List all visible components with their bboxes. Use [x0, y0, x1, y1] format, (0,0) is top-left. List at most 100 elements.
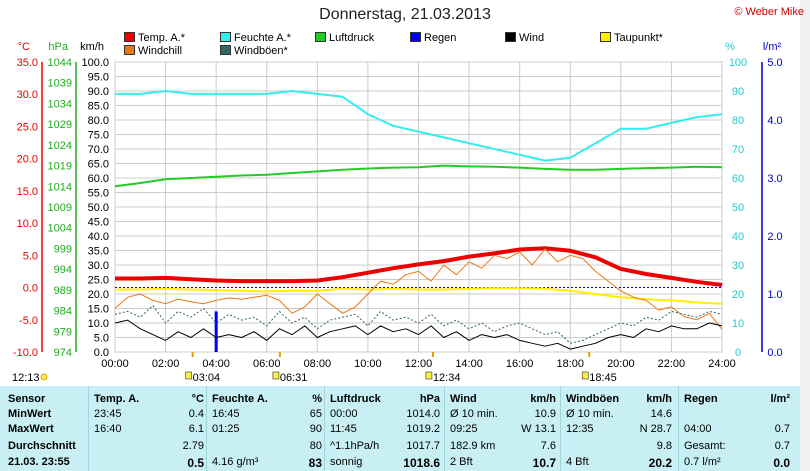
- series-line: [115, 287, 723, 305]
- x-tick-label: 20:00: [607, 358, 635, 370]
- table-cell-value: 0.7: [774, 440, 790, 452]
- wind-tick-label: 85.0: [88, 101, 109, 113]
- table-cell-value: 1019.2: [406, 423, 440, 435]
- humidity-tick-label: 100: [729, 57, 747, 69]
- credit-label: © Weber Mike: [734, 6, 804, 18]
- temp-tick-label: -5.0: [19, 315, 38, 327]
- legend-label: Wind: [519, 32, 545, 44]
- table-row-label: 16:40: [94, 423, 122, 435]
- table-column-divider: [324, 386, 325, 471]
- table-header: Luftdruck: [330, 393, 381, 405]
- series-line: [115, 246, 723, 287]
- table-unit: %: [312, 393, 322, 405]
- humidity-tick-label: 40: [732, 231, 744, 243]
- table-row-label: 0.7 l/m²: [684, 456, 721, 468]
- table-cell-value: 0.7: [774, 423, 790, 435]
- legend-item: Feuchte A.*: [220, 32, 291, 44]
- rain-tick-label: 2.0: [767, 231, 782, 243]
- wind-tick-label: 20.0: [88, 289, 109, 301]
- pressure-tick-label: 1019: [48, 161, 72, 173]
- current-time-label: 12:13: [12, 372, 40, 384]
- table-row-label: ^1.1hPa/h: [330, 440, 380, 452]
- temp-unit-label: °C: [18, 41, 30, 53]
- legend-item: Luftdruck: [315, 32, 374, 44]
- legend-label: Feuchte A.*: [234, 32, 291, 44]
- marker-time-label: 12:34: [433, 372, 461, 384]
- marker-time-label: 18:45: [589, 372, 617, 384]
- table-cell-value: 2.79: [182, 440, 204, 452]
- table-row-label: sonnig: [330, 456, 363, 468]
- legend-label: Regen: [424, 32, 457, 44]
- table-row-label: MaxWert: [8, 423, 54, 435]
- x-tick-label: 04:00: [202, 358, 230, 370]
- table-cell-value: 0.5: [187, 456, 204, 470]
- pressure-tick-label: 1009: [48, 202, 72, 214]
- table-column-divider: [560, 386, 561, 471]
- series-line: [114, 319, 723, 350]
- table-cell-value: N 28.7: [639, 423, 672, 435]
- legend-item: Windchill: [124, 45, 182, 57]
- temp-tick-label: 5.0: [23, 250, 38, 262]
- table-column-divider: [444, 386, 445, 471]
- wind-tick-label: 65.0: [88, 159, 109, 171]
- temp-tick-label: -10.0: [13, 347, 38, 359]
- x-tick-label: 02:00: [152, 358, 180, 370]
- wind-tick-label: 0.0: [94, 347, 109, 359]
- table-unit: hPa: [419, 393, 440, 405]
- pressure-tick-label: 1034: [48, 98, 72, 110]
- marker-icon: [272, 371, 280, 380]
- table-cell-value: 10.7: [532, 456, 556, 470]
- rain-tick-label: 0.0: [767, 347, 782, 359]
- wind-tick-label: 15.0: [88, 304, 109, 316]
- table-cell-value: 0.0: [773, 456, 790, 470]
- table-row-label: 16:45: [212, 408, 240, 420]
- x-tick-label: 12:00: [405, 358, 433, 370]
- table-cell-value: 6.1: [188, 423, 204, 435]
- table-cell-value: 1017.7: [406, 440, 440, 452]
- wind-tick-label: 75.0: [88, 130, 109, 142]
- legend-swatch: [124, 45, 135, 55]
- statistics-table: Sensor MinWert MaxWert Durchschnitt 21.03. 2…: [0, 386, 800, 471]
- table-row-label: 01:25: [212, 423, 240, 435]
- x-tick-label: 14:00: [455, 358, 483, 370]
- wind-tick-label: 40.0: [88, 231, 109, 243]
- table-cell-value: 90: [309, 423, 322, 435]
- pressure-tick-label: 1024: [48, 140, 72, 152]
- x-tick-label: 18:00: [556, 358, 584, 370]
- series-line: [115, 90, 723, 162]
- table-column-divider: [678, 386, 679, 471]
- x-tick-label: 06:00: [253, 358, 281, 370]
- sun-icon: [40, 373, 48, 381]
- wind-tick-label: 45.0: [88, 217, 109, 229]
- pressure-tick-label: 999: [54, 243, 72, 255]
- temp-tick-label: 0.0: [23, 283, 38, 295]
- table-cell-value: 10.9: [534, 408, 556, 420]
- table-column-divider: [88, 386, 89, 471]
- pressure-tick-label: 984: [54, 306, 72, 318]
- table-cell-value: 1014.0: [406, 408, 440, 420]
- table-cell-value: 80: [309, 440, 322, 452]
- humidity-tick-label: 10: [732, 318, 744, 330]
- humidity-tick-label: 90: [732, 86, 744, 98]
- table-row-label: 09:25: [450, 423, 478, 435]
- table-row-label: 4.16 g/m³: [212, 456, 259, 468]
- table-cell-value: 1018.6: [403, 456, 440, 470]
- table-cell-value: 20.2: [648, 456, 672, 470]
- marker-icon: [185, 371, 192, 380]
- pressure-tick-label: 979: [54, 326, 72, 338]
- temp-tick-label: 10.0: [17, 218, 38, 230]
- table-cell-value: W 13.1: [521, 423, 556, 435]
- rain-tick-label: 4.0: [767, 115, 782, 127]
- x-tick-label: 00:00: [101, 358, 129, 370]
- wind-tick-label: 70.0: [88, 144, 109, 156]
- wind-tick-label: 30.0: [88, 260, 109, 272]
- x-tick-label: 08:00: [304, 358, 332, 370]
- pressure-tick-label: 974: [54, 347, 72, 359]
- table-unit: l/m²: [770, 393, 790, 405]
- weather-chart: 00:00 02:00 04:00 06:00 08:00 10:00 12:00 14:00…: [12, 41, 783, 384]
- chart-title: Donnerstag, 21.03.2013: [319, 6, 491, 23]
- humidity-tick-label: 80: [732, 115, 744, 127]
- marker-icon: [425, 371, 433, 380]
- wind-tick-label: 80.0: [88, 115, 109, 127]
- table-row-label: Ø 10 min.: [566, 408, 614, 420]
